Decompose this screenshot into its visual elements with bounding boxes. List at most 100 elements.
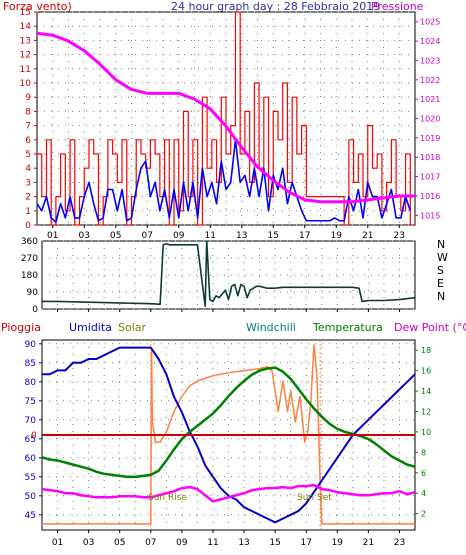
x-tick-label: 11 xyxy=(207,538,218,548)
temp-ytick-label: 12 xyxy=(421,408,431,417)
hum-ytick-label: 55 xyxy=(25,473,36,483)
dir-compass-label: N xyxy=(437,290,445,303)
x-tick-label: 19 xyxy=(331,231,343,241)
legend-pioggia: Pioggia xyxy=(1,321,41,334)
x-tick-label: 15 xyxy=(268,231,279,241)
x-tick-label: 11 xyxy=(205,231,216,241)
wind-ytick-label: 5 xyxy=(25,150,31,160)
x-tick-label: 13 xyxy=(238,538,249,548)
temp-ytick-label: 6 xyxy=(421,469,426,478)
temp-ytick-label: 14 xyxy=(421,387,431,396)
pressure-ytick-label: 1025 xyxy=(420,18,440,27)
hum-ytick-label: 70 xyxy=(25,416,37,426)
dir-ytick-label: 270 xyxy=(21,254,38,264)
wind-ytick-label: 2 xyxy=(25,193,31,203)
legend-windchill: Windchill xyxy=(246,321,296,334)
x-tick-label: 03 xyxy=(79,231,90,241)
temp-ytick-label: 16 xyxy=(421,367,431,376)
x-tick-label: 19 xyxy=(332,538,344,548)
x-tick-label: 13 xyxy=(236,231,247,241)
header-title: 24 hour graph day : 28 Febbraio 2019 xyxy=(171,0,380,13)
dir-ytick-label: 0 xyxy=(32,305,38,315)
wind-ytick-label: 9 xyxy=(25,93,31,103)
pressure-ytick-label: 1018 xyxy=(420,153,440,162)
dewpoint-line xyxy=(41,483,416,503)
x-tick-label: 17 xyxy=(300,538,311,548)
legend-dewpoint: Dew Point (°C) xyxy=(394,321,466,334)
x-tick-label: 07 xyxy=(142,231,153,241)
x-tick-label: 09 xyxy=(176,538,188,548)
x-tick-label: 21 xyxy=(363,538,374,548)
dir-compass-label: N xyxy=(437,238,445,251)
hum-ytick-label: 60 xyxy=(25,454,37,464)
wind-avg-line xyxy=(36,139,412,223)
x-tick-label: 03 xyxy=(83,538,94,548)
pressure-ytick-label: 1016 xyxy=(420,192,440,201)
temperature-line xyxy=(41,366,416,479)
x-tick-label: 23 xyxy=(394,231,405,241)
temp-ytick-label: 18 xyxy=(421,346,431,355)
temp-ytick-label: 10 xyxy=(421,428,431,437)
pressure-ytick-label: 1015 xyxy=(420,211,440,220)
hum-ytick-label: 75 xyxy=(25,397,36,407)
hum-ytick-label: 80 xyxy=(25,378,37,388)
x-tick-label: 07 xyxy=(145,538,156,548)
wind-ytick-label: 8 xyxy=(25,107,31,117)
wind-ytick-label: 7 xyxy=(25,122,31,132)
dir-compass-label: W xyxy=(437,251,448,264)
dir-ytick-label: 360 xyxy=(21,237,38,247)
wind-ytick-label: 13 xyxy=(20,36,31,46)
x-tick-label: 23 xyxy=(394,538,405,548)
legend-solar: Solar xyxy=(118,321,147,334)
wind-ytick-label: 3 xyxy=(25,178,31,188)
pressure-ytick-label: 1021 xyxy=(420,95,440,104)
wind-ytick-label: 10 xyxy=(20,79,32,89)
solar-line xyxy=(42,344,415,525)
legend-temperatura: Temperatura xyxy=(312,321,383,334)
direction-line xyxy=(42,240,416,307)
pressure-ytick-label: 1024 xyxy=(420,37,440,46)
pressure-ytick-label: 1019 xyxy=(420,134,440,143)
wind-ytick-label: 11 xyxy=(20,65,31,75)
header-wind-label: Forza vento) xyxy=(3,0,72,13)
hum-ytick-label: 65 xyxy=(25,435,36,445)
x-tick-label: 15 xyxy=(269,538,280,548)
pressure-ytick-label: 1022 xyxy=(420,76,440,85)
wind-gust-line xyxy=(37,11,414,226)
sunrise-label: Sun Rise xyxy=(148,493,187,503)
temp-ytick-label: 4 xyxy=(421,489,426,498)
x-tick-label: 21 xyxy=(362,231,373,241)
wind-ytick-label: 14 xyxy=(20,22,32,32)
wind-ytick-label: 1 xyxy=(25,207,31,217)
dir-ytick-label: 90 xyxy=(27,288,39,298)
wind-ytick-label: 12 xyxy=(20,51,31,61)
x-tick-label: 09 xyxy=(173,231,185,241)
hum-ytick-label: 90 xyxy=(25,340,37,350)
header-pressure-label: Pressione xyxy=(371,0,424,13)
x-tick-label: 17 xyxy=(299,231,310,241)
dir-ytick-label: 180 xyxy=(21,271,38,281)
wind-ytick-label: 4 xyxy=(25,164,31,174)
pressure-line xyxy=(36,31,415,204)
temp-ytick-label: 8 xyxy=(421,448,426,457)
x-tick-label: 01 xyxy=(52,538,63,548)
wind-ytick-label: 6 xyxy=(25,136,31,146)
pressure-ytick-label: 1017 xyxy=(420,173,440,182)
dir-compass-label: S xyxy=(437,264,444,277)
hum-ytick-label: 45 xyxy=(25,511,36,521)
pressure-ytick-label: 1023 xyxy=(420,56,440,65)
wind-ytick-label: 0 xyxy=(25,221,31,231)
rain-zero-label: 0 xyxy=(31,431,37,441)
hum-ytick-label: 85 xyxy=(25,359,36,369)
sunset-label: Sun Set xyxy=(297,493,332,503)
dir-compass-label: E xyxy=(437,277,444,290)
x-tick-label: 05 xyxy=(110,231,121,241)
x-tick-label: 01 xyxy=(47,231,58,241)
legend-umidita: Umidita xyxy=(69,321,112,334)
x-tick-label: 05 xyxy=(114,538,125,548)
pressure-ytick-label: 1020 xyxy=(420,115,440,124)
wind-ytick-label: 15 xyxy=(20,8,31,18)
temp-ytick-label: 2 xyxy=(421,510,426,519)
hum-ytick-label: 50 xyxy=(25,492,37,502)
